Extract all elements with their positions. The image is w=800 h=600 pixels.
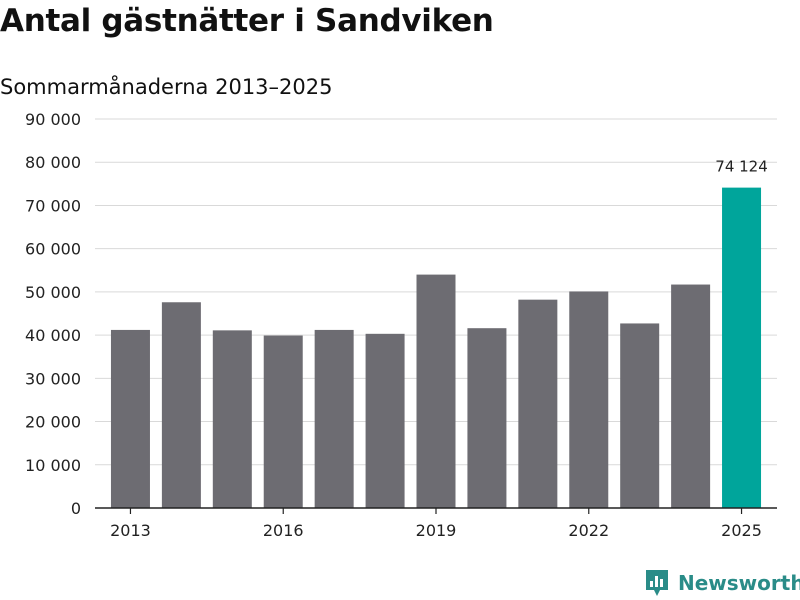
brand-name: Newsworthy xyxy=(678,571,800,595)
bar xyxy=(162,302,201,508)
y-tick-label: 60 000 xyxy=(25,240,81,259)
bar xyxy=(671,285,710,508)
x-tick-label: 2022 xyxy=(568,521,609,540)
x-tick-label: 2025 xyxy=(721,521,762,540)
data-label: 74 124 xyxy=(715,158,768,176)
bars xyxy=(111,188,761,508)
bar xyxy=(518,300,557,508)
bar xyxy=(213,330,252,508)
y-tick-label: 80 000 xyxy=(25,153,81,172)
x-tick-label: 2013 xyxy=(110,521,151,540)
newsworthy-brand: Newsworthy xyxy=(644,568,800,598)
bar-chart: 0 10 000 20 000 30 000 40 000 50 000 60 000 70 … xyxy=(0,0,800,560)
y-tick-label: 40 000 xyxy=(25,326,81,345)
x-tick-label: 2016 xyxy=(263,521,304,540)
y-tick-label: 50 000 xyxy=(25,283,81,302)
bar xyxy=(417,275,456,508)
y-axis-tick-labels: 0 10 000 20 000 30 000 40 000 50 000 60 000 70 … xyxy=(25,110,81,518)
newsworthy-logo-icon xyxy=(644,568,670,598)
bar xyxy=(620,323,659,508)
y-tick-label: 30 000 xyxy=(25,369,81,388)
y-tick-label: 10 000 xyxy=(25,456,81,475)
y-tick-label: 70 000 xyxy=(25,196,81,215)
x-tick-label: 2019 xyxy=(416,521,457,540)
bar xyxy=(467,328,506,508)
x-axis: 2013 2016 2019 2022 2025 xyxy=(95,508,777,540)
y-tick-label: 20 000 xyxy=(25,413,81,432)
data-labels: 74 124 xyxy=(715,158,768,176)
y-tick-label: 0 xyxy=(71,499,81,518)
bar xyxy=(111,330,150,508)
bar xyxy=(264,336,303,508)
bar xyxy=(569,291,608,508)
bar xyxy=(315,330,354,508)
bar xyxy=(722,188,761,508)
bar xyxy=(366,334,405,508)
y-tick-label: 90 000 xyxy=(25,110,81,129)
